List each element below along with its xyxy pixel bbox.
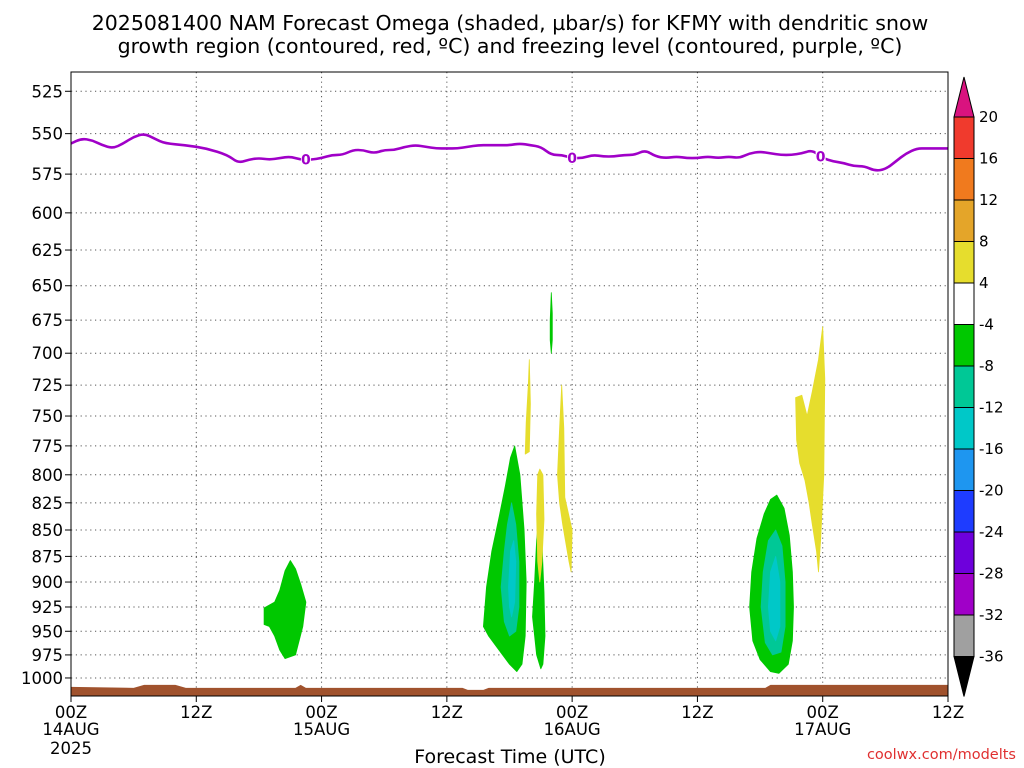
y-tick-label: 625 bbox=[32, 241, 64, 260]
y-tick-label: 850 bbox=[32, 521, 64, 540]
x-tick-label: 12Z bbox=[180, 703, 212, 722]
omega-region-4 bbox=[557, 384, 573, 573]
freezing-level-label-bg bbox=[815, 148, 826, 163]
y-tick-label: 600 bbox=[32, 204, 64, 223]
y-tick-label: 800 bbox=[32, 466, 64, 485]
y-tick-label: 575 bbox=[32, 165, 64, 184]
freezing-level-label-bg bbox=[300, 151, 311, 166]
colorbar-level-label: -28 bbox=[979, 565, 1004, 583]
omega-shaded-regions bbox=[263, 292, 826, 674]
x-tick-label: 12Z bbox=[932, 703, 964, 722]
x-tick-date-label: 17AUG bbox=[794, 720, 851, 739]
freezing-level-label: 0 bbox=[816, 150, 826, 166]
x-tick-label: 00Z bbox=[807, 703, 839, 722]
colorbar-level-label: 4 bbox=[979, 274, 989, 292]
omega-region-4 bbox=[524, 359, 531, 455]
colorbar-top-triangle bbox=[953, 76, 975, 118]
ground-surface-strip bbox=[71, 684, 948, 696]
colorbar: 20 16 12 8 4 -4 -8 -12 -16 -20 -24 -28 -32 -36 bbox=[953, 76, 1004, 697]
chart-title-line-1: 2025081400 NAM Forecast Omega (shaded, µ… bbox=[92, 11, 929, 35]
omega-region-4 bbox=[795, 326, 826, 573]
credit-text: coolwx.com/modelts bbox=[867, 747, 1016, 763]
colorbar-box bbox=[953, 365, 975, 408]
freezing-level-label-bg bbox=[567, 150, 578, 165]
omega-region-4 bbox=[536, 468, 545, 583]
colorbar-bottom-triangle bbox=[953, 656, 975, 697]
x-tick-date-label: 14AUG bbox=[42, 720, 99, 739]
omega-region-neg4 bbox=[549, 292, 553, 354]
y-tick-label: 925 bbox=[32, 598, 64, 617]
colorbar-box bbox=[953, 241, 975, 284]
y-tick-label: 1000 bbox=[21, 669, 63, 688]
freezing-level-label: 0 bbox=[567, 151, 577, 167]
colorbar-level-label: -8 bbox=[979, 357, 994, 375]
x-tick-label: 12Z bbox=[431, 703, 463, 722]
colorbar-level-label: -12 bbox=[979, 399, 1004, 417]
colorbar-level-label: -24 bbox=[979, 523, 1004, 541]
colorbar-level-label: 12 bbox=[979, 191, 998, 209]
x-tick-year-label: 2025 bbox=[50, 739, 92, 758]
y-tick-label: 825 bbox=[32, 494, 64, 513]
freezing-level-label: 0 bbox=[301, 153, 311, 169]
y-tick-label: 900 bbox=[32, 573, 64, 592]
colorbar-box bbox=[953, 324, 975, 367]
freezing-level-labels: 0 0 0 bbox=[300, 148, 826, 169]
colorbar-level-label: -4 bbox=[979, 316, 994, 334]
colorbar-box bbox=[953, 531, 975, 574]
y-tick-label: 875 bbox=[32, 547, 64, 566]
colorbar-box bbox=[953, 199, 975, 242]
x-axis-title: Forecast Time (UTC) bbox=[414, 746, 605, 768]
y-tick-label: 975 bbox=[32, 646, 64, 665]
y-tick-label: 950 bbox=[32, 622, 64, 641]
colorbar-box bbox=[953, 490, 975, 533]
omega-region-neg4 bbox=[263, 560, 307, 659]
freezing-level-line bbox=[70, 133, 948, 172]
x-tick-date-label: 16AUG bbox=[544, 720, 601, 739]
colorbar-level-label: -20 bbox=[979, 482, 1004, 500]
y-tick-label: 525 bbox=[32, 82, 64, 101]
colorbar-box bbox=[953, 282, 975, 325]
x-tick-label: 00Z bbox=[55, 703, 87, 722]
y-tick-label: 700 bbox=[32, 344, 64, 363]
colorbar-box bbox=[953, 158, 975, 201]
colorbar-box bbox=[953, 573, 975, 616]
colorbar-level-label: -32 bbox=[979, 606, 1004, 624]
omega-region-neg12 bbox=[768, 556, 781, 642]
y-axis-ticks: 525 550 575 600 625 650 675 700 725 750 775 800 825 8… bbox=[21, 82, 71, 688]
y-tick-label: 775 bbox=[32, 437, 64, 456]
y-tick-label: 650 bbox=[32, 277, 64, 296]
colorbar-box bbox=[953, 407, 975, 450]
colorbar-level-label: -36 bbox=[979, 648, 1004, 666]
x-tick-label: 00Z bbox=[305, 703, 337, 722]
plot-frame bbox=[70, 71, 949, 697]
chart-title-line-2: growth region (contoured, red, ºC) and f… bbox=[118, 34, 903, 58]
colorbar-level-label: 16 bbox=[979, 150, 998, 168]
colorbar-box bbox=[953, 116, 975, 159]
colorbar-level-label: 8 bbox=[979, 233, 989, 251]
x-tick-date-label: 15AUG bbox=[293, 720, 350, 739]
x-tick-label: 00Z bbox=[556, 703, 588, 722]
plot-area: 0 0 0 bbox=[70, 71, 949, 697]
y-tick-label: 550 bbox=[32, 125, 64, 144]
colorbar-box bbox=[953, 614, 975, 657]
y-tick-label: 675 bbox=[32, 311, 64, 330]
colorbar-box bbox=[953, 448, 975, 491]
colorbar-level-label: 20 bbox=[979, 108, 998, 126]
y-tick-label: 750 bbox=[32, 407, 64, 426]
x-tick-label: 12Z bbox=[681, 703, 713, 722]
colorbar-level-label: -16 bbox=[979, 440, 1004, 458]
omega-region-neg12 bbox=[508, 540, 517, 618]
y-tick-label: 725 bbox=[32, 376, 64, 395]
